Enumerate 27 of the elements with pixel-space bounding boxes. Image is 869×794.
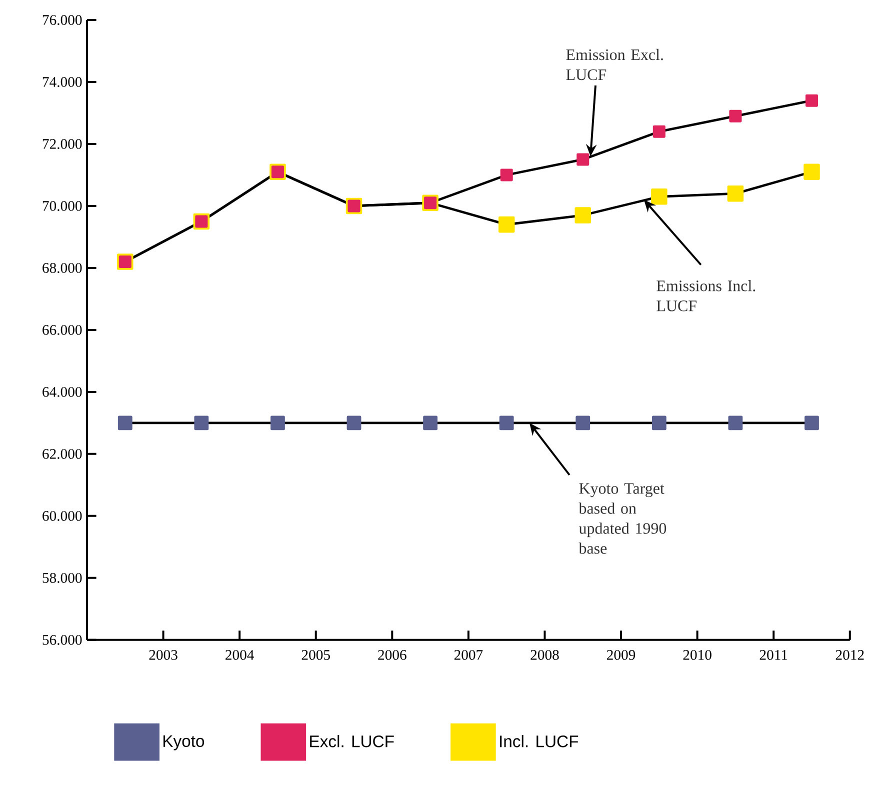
x-tick-label: 2007 xyxy=(454,650,483,660)
x-tick-label: 2008 xyxy=(530,650,559,660)
x-tick-label: 2006 xyxy=(378,650,406,660)
y-tick-label: 56.000 xyxy=(42,634,82,645)
y-tick-label: 70.000 xyxy=(42,201,82,211)
y-tick-label: 76.000 xyxy=(42,15,82,26)
legend-label: Incl. LUCF xyxy=(500,735,578,748)
y-tick-label: 64.000 xyxy=(42,387,82,397)
legend-label: Excl. LUCF xyxy=(310,735,394,748)
x-tick-label: 2004 xyxy=(226,650,254,660)
x-tick-label: 2005 xyxy=(302,650,330,660)
x-tick-label: 2011 xyxy=(760,650,788,660)
y-tick-label: 66.000 xyxy=(42,325,82,335)
y-tick-label: 68.000 xyxy=(42,263,82,273)
annotation: Emission Excl. LUCF xyxy=(566,48,663,80)
annotation: Kyoto Target based on updated 1990 base xyxy=(578,483,666,554)
x-tick-label: 2003 xyxy=(149,650,178,660)
annotation: Emissions Incl. LUCF xyxy=(656,280,756,312)
y-tick-label: 72.000 xyxy=(42,139,82,150)
x-tick-label: 2012 xyxy=(836,650,864,660)
y-tick-label: 74.000 xyxy=(42,77,82,88)
x-tick-label: 2009 xyxy=(607,650,636,660)
legend-label: Kyoto xyxy=(164,735,204,750)
y-tick-label: 60.000 xyxy=(42,511,82,521)
y-tick-label: 62.000 xyxy=(42,449,82,459)
x-tick-label: 2010 xyxy=(683,650,712,660)
y-tick-label: 58.000 xyxy=(42,572,82,583)
